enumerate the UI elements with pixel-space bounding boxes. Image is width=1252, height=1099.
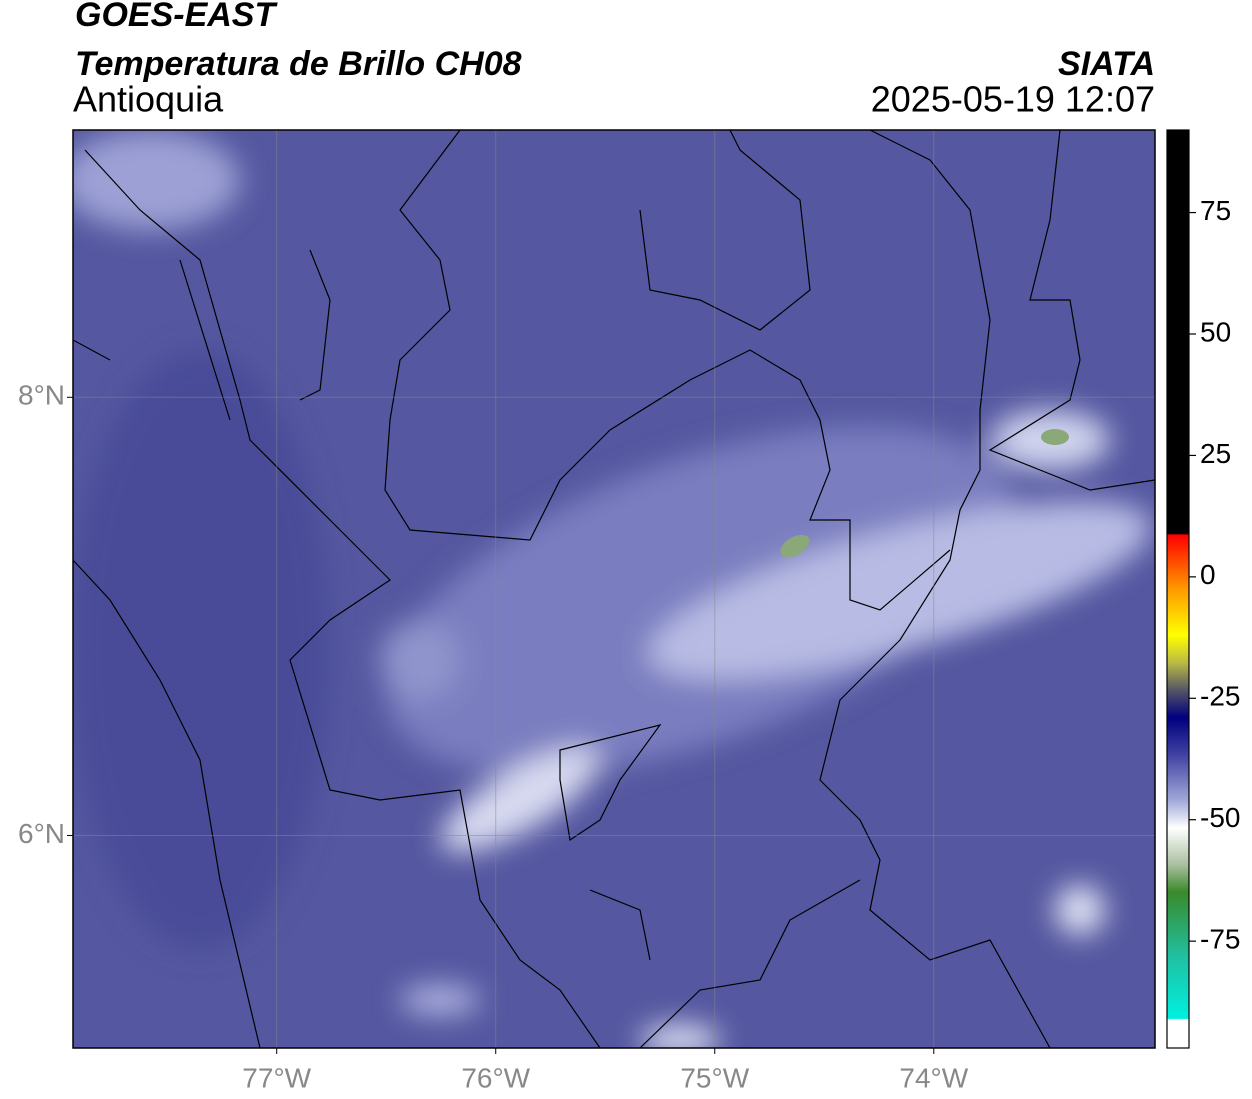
map-frame (72, 129, 1156, 1049)
grid (73, 130, 1155, 1048)
lon-tick-label: 75°W (680, 1062, 749, 1093)
colorbar-tick-label: -75 (1200, 924, 1240, 955)
lon-tick-label: 77°W (242, 1062, 311, 1093)
colorbar-tick-label: 75 (1200, 195, 1231, 226)
region: Antioquia (73, 79, 224, 120)
lat-tick-label: 8°N (18, 380, 65, 411)
colorbar-tick-label: -25 (1200, 681, 1240, 712)
map-image (73, 130, 1155, 1048)
lat-tick-label: 6°N (18, 818, 65, 849)
lon-tick-label: 76°W (461, 1062, 530, 1093)
source: SIATA (1058, 45, 1155, 83)
timestamp: 2025-05-19 12:07 (871, 79, 1155, 120)
colorbar-tick-label: 25 (1200, 438, 1231, 469)
colorbar-tick-label: -50 (1200, 802, 1240, 833)
colorbar-tick-label: 0 (1200, 559, 1216, 590)
title: GOES-EAST (75, 0, 278, 34)
lon-tick-label: 74°W (899, 1062, 968, 1093)
colorbar (1166, 129, 1190, 1049)
subtitle: Temperatura de Brillo CH08 (75, 45, 522, 83)
colorbar-tick-label: 50 (1200, 316, 1231, 347)
